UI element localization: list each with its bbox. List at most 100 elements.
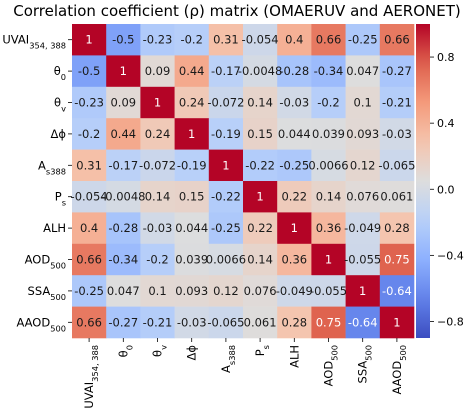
heatmap-cell (243, 149, 278, 182)
chart-title: Correlation coefficient (ρ) matrix (OMAE… (13, 2, 461, 20)
cell-value-label: 0.0066 (206, 253, 246, 267)
cell-value-label: -0.25 (279, 158, 309, 172)
heatmap-cell (174, 212, 210, 245)
heatmap-cell (106, 275, 141, 307)
heatmap-cell (311, 212, 346, 245)
heatmap-cell (311, 181, 346, 213)
heatmap-cell (243, 24, 278, 56)
x-tick-label: AAOD500 (390, 345, 408, 395)
heatmap-cell (345, 212, 381, 245)
cell-value-label: -0.17 (211, 64, 241, 78)
cell-value-label: 1 (359, 284, 366, 298)
heatmap-cell (208, 24, 244, 56)
heatmap-cell (208, 212, 244, 245)
cell-value-label: 0.31 (76, 158, 102, 172)
x-tick-label: UVAI354, 388 (82, 345, 100, 409)
cell-value-label: 0.22 (281, 190, 307, 204)
x-tick-label: θv (151, 345, 169, 357)
heatmap-cell (106, 149, 141, 182)
colorbar-tick-label: 0.8 (437, 51, 455, 64)
cell-value-label: -0.03 (143, 221, 173, 235)
y-tick-label: AAOD500 (16, 315, 66, 333)
heatmap-cell (277, 24, 312, 56)
heatmap-cell (379, 243, 415, 276)
cell-value-label: -0.25 (211, 221, 241, 235)
heatmap-cell (174, 243, 210, 276)
cell-value-label: 0.15 (179, 190, 205, 204)
colorbar: 0.8 0.4 0.0 −0.4 −0.8 (416, 24, 464, 338)
cell-value-label: -0.2 (180, 33, 202, 47)
heatmap-cell (140, 275, 175, 307)
heatmap-cell (379, 24, 415, 56)
heatmap-cell (311, 55, 346, 88)
cell-value-label: 0.076 (346, 190, 379, 204)
heatmap-cell (345, 118, 381, 150)
cell-value-label: 0.24 (145, 127, 171, 141)
cell-value-label: 0.061 (380, 190, 413, 204)
heatmap-cell (72, 149, 107, 182)
heatmap-cell (345, 243, 381, 276)
heatmap-cell (311, 243, 346, 276)
heatmap-cell (72, 118, 107, 150)
cell-value-label: 0.047 (107, 284, 140, 298)
heatmap-cell (243, 306, 278, 339)
cell-value-label: 0.75 (316, 315, 342, 329)
cell-value-label: -0.23 (143, 33, 173, 47)
heatmap-cell (208, 306, 244, 339)
cell-value-label: -0.23 (74, 96, 104, 110)
cell-value-label: -0.34 (108, 253, 138, 267)
y-tick-label: UVAI354, 388 (2, 33, 66, 51)
cell-value-label: 0.09 (110, 96, 136, 110)
cell-value-label: -0.055 (344, 253, 381, 267)
heatmap-cell (174, 118, 210, 150)
heatmap-cell (379, 118, 415, 150)
cell-value-label: 0.044 (278, 127, 311, 141)
x-tick-label: θ0 (116, 345, 134, 357)
colorbar-tick-label: −0.4 (437, 249, 464, 262)
heatmap-cell (379, 86, 415, 119)
cell-value-label: -0.072 (207, 96, 244, 110)
heatmap-cell (243, 86, 278, 119)
heatmap-cell (311, 275, 346, 307)
cell-value-label: 1 (291, 221, 298, 235)
cell-value-label: -0.27 (108, 315, 138, 329)
heatmap-cell (174, 181, 210, 213)
y-axis: UVAI354, 388 θ0 θv Δϕ As388 Ps ALH AOD500 SSA500… (2, 33, 72, 333)
cell-value-label: -0.25 (74, 284, 104, 298)
heatmap-cell (277, 86, 312, 119)
heatmap-cell (72, 306, 107, 339)
heatmap-cell (106, 243, 141, 276)
cell-value-label: -0.22 (245, 158, 275, 172)
cell-value-label: 0.044 (175, 221, 208, 235)
heatmap-cell (345, 306, 381, 339)
cell-value-label: 1 (393, 315, 400, 329)
cell-value-label: 0.28 (384, 221, 410, 235)
heatmap-cell (345, 275, 381, 307)
colorbar-gradient (416, 24, 430, 338)
heatmap-cell (106, 86, 141, 119)
heatmap-cell (140, 243, 175, 276)
heatmap-cell (174, 86, 210, 119)
cell-value-label: -0.27 (382, 64, 412, 78)
cell-value-label: 0.24 (179, 96, 205, 110)
cell-value-label: -0.049 (276, 284, 313, 298)
heatmap-cell (140, 86, 175, 119)
heatmap-cell (379, 212, 415, 245)
x-tick-label: Δϕ (185, 345, 199, 360)
colorbar-tick-label: 0.0 (437, 183, 455, 196)
cell-value-label: -0.64 (382, 284, 412, 298)
heatmap-cell (140, 306, 175, 339)
cell-value-label: 1 (85, 33, 92, 47)
cell-value-label: 0.44 (179, 64, 205, 78)
heatmap-cell (379, 55, 415, 88)
cell-value-label: 0.36 (316, 221, 342, 235)
cell-value-label: 0.36 (281, 253, 307, 267)
heatmap-cell (345, 181, 381, 213)
cell-value-label: 0.14 (316, 190, 342, 204)
heatmap-cell (277, 275, 312, 307)
x-tick-label: As388 (219, 345, 237, 373)
heatmap-cell (174, 55, 210, 88)
cell-value-label: 0.66 (76, 253, 102, 267)
heatmap-cell (106, 306, 141, 339)
